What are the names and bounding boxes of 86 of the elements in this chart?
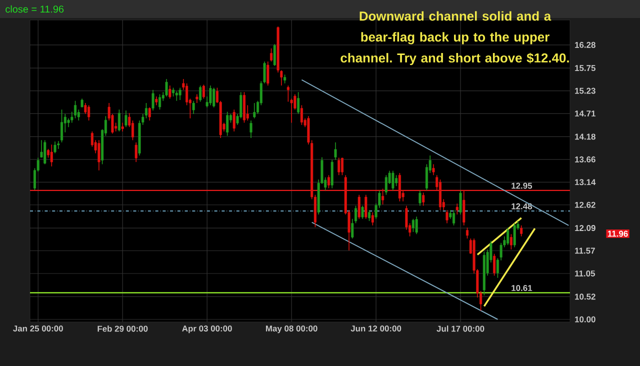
candlestick	[50, 144, 53, 167]
candlestick	[57, 140, 60, 150]
candlestick	[510, 234, 512, 250]
ref-line-label: 12.95	[512, 182, 532, 189]
candlestick	[286, 85, 290, 102]
x-tick-label: Feb 29 00:00	[98, 326, 148, 332]
candlestick	[432, 164, 435, 176]
y-tick-label: 12.09	[575, 225, 596, 232]
candlestick	[118, 109, 120, 132]
candlestick	[364, 194, 368, 220]
candlestick	[452, 210, 456, 226]
x-tick-label: Jun 12 00:00	[350, 326, 402, 332]
ref-line-label: 12.48	[512, 203, 532, 210]
candlestick	[124, 110, 128, 128]
candlestick	[330, 159, 334, 189]
candlestick	[338, 157, 340, 176]
text: 11.96	[608, 230, 628, 237]
x-tick-label: Jul 17 00:00	[436, 326, 484, 332]
candlestick	[158, 94, 162, 110]
candlestick	[60, 109, 64, 143]
candlestick	[199, 85, 202, 102]
candlestick	[186, 82, 188, 106]
candlestick	[513, 222, 516, 248]
x-tick-label: Apr 03 00:00	[182, 326, 232, 334]
candlestick	[209, 85, 212, 106]
candlestick	[358, 194, 360, 220]
candlestick	[459, 190, 462, 215]
candlestick	[395, 174, 398, 186]
candlestick	[152, 90, 154, 111]
candlestick	[371, 212, 374, 226]
candlestick	[368, 210, 371, 222]
candlestick	[192, 100, 195, 114]
candlestick	[121, 122, 124, 132]
y-tick-label: 14.71	[575, 110, 596, 116]
candlestick	[456, 203, 458, 215]
candlestick	[226, 111, 229, 136]
candlestick	[202, 84, 205, 100]
candlestick	[412, 218, 414, 232]
x-tick-label: Jan 25 00:00	[13, 326, 63, 332]
y-tick-label: 10.00	[575, 316, 596, 322]
candlestick	[384, 174, 388, 196]
candlestick	[418, 190, 422, 206]
candlestick	[232, 109, 236, 132]
candlestick	[361, 205, 364, 220]
candlestick	[250, 120, 252, 138]
candlestick	[253, 102, 256, 119]
ref-line-label: 10.61	[512, 285, 532, 292]
candlestick	[300, 104, 303, 126]
candlestick	[44, 140, 46, 165]
candlestick	[165, 78, 168, 97]
candlestick	[212, 87, 216, 108]
candlestick	[168, 85, 172, 100]
candlestick	[273, 44, 276, 66]
candlestick	[446, 210, 448, 224]
candlestick	[266, 61, 270, 86]
candlestick	[74, 100, 77, 119]
candlestick	[54, 141, 56, 154]
y-tick-label: 10.52	[575, 294, 596, 300]
y-tick-label: 15.23	[575, 88, 596, 94]
y-tick-label: 12.62	[575, 202, 596, 208]
candlestick	[340, 157, 344, 176]
candlestick	[270, 48, 273, 62]
candlestick	[506, 227, 510, 246]
candlestick	[88, 104, 90, 121]
x-tick-label: May 08 00:00	[266, 326, 318, 334]
annotation: Downward channel solid and a bear-flag back up to the upper channel. Try and short above $12.40.	[340, 11, 569, 66]
y-tick-label: 11.57	[575, 248, 595, 254]
y-tick-label: 11.05	[575, 270, 596, 276]
y-tick-label: 14.18	[575, 134, 596, 140]
candlestick	[466, 227, 469, 239]
candlestick	[520, 225, 523, 237]
candlestick	[493, 253, 496, 276]
candlestick	[98, 140, 100, 171]
y-tick-label: 13.14	[575, 179, 596, 186]
candlestick	[134, 142, 138, 162]
y-tick-label: 16.28	[575, 42, 596, 48]
candlestick	[415, 216, 418, 235]
y-tick-label: 13.66	[575, 156, 596, 162]
candlestick	[334, 142, 337, 160]
candlestick	[392, 170, 394, 191]
y-tick-label: 15.75	[575, 65, 596, 72]
text: close = 11.96	[6, 5, 64, 13]
candlestick	[297, 92, 300, 114]
candlestick	[175, 90, 178, 102]
candlestick	[178, 87, 182, 100]
candlestick	[148, 107, 151, 121]
